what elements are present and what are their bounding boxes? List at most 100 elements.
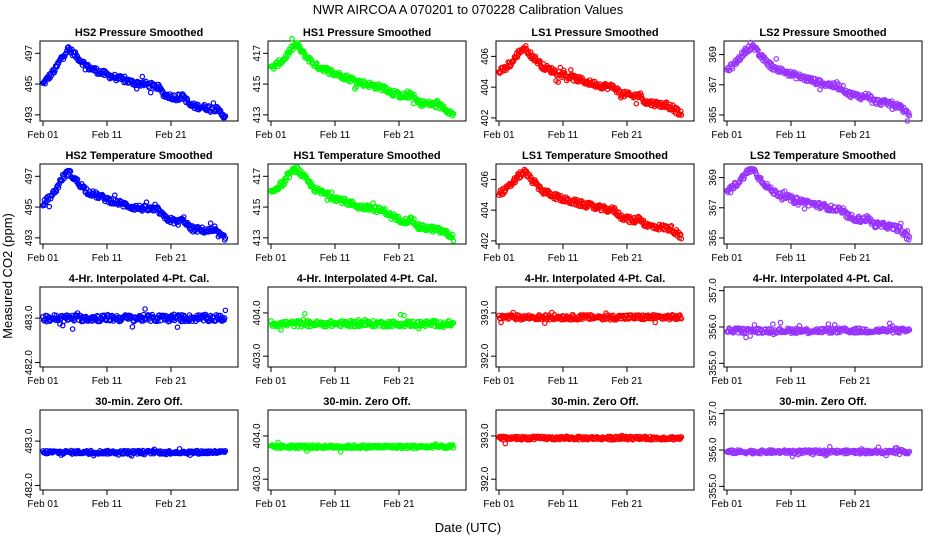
x-tick-label: Feb 21	[155, 376, 187, 387]
x-tick-label: Feb 21	[383, 130, 415, 141]
data-point	[139, 73, 146, 80]
data-point	[282, 178, 289, 184]
data-point	[512, 179, 519, 186]
x-tick-label: Feb 11	[776, 130, 807, 141]
x-tick-label: Feb 21	[611, 130, 643, 141]
data-point	[777, 319, 784, 326]
panel-6: HS1 Temperature Smoothed Feb 01 Feb 11 Feb …	[252, 150, 467, 264]
data-point	[560, 67, 567, 74]
data-point	[678, 235, 685, 242]
data-point	[449, 231, 456, 238]
figure-x-axis-label: Date (UTC)	[435, 520, 501, 535]
data-point	[52, 189, 58, 196]
panel-title: HS1 Pressure Smoothed	[303, 27, 431, 39]
plot-frame	[267, 409, 467, 491]
data-point	[583, 205, 590, 211]
panel-9: 4-Hr. Interpolated 4-Pt. Cal. Feb 01 Feb 1…	[24, 273, 239, 387]
data-point	[753, 171, 760, 178]
data-point	[905, 237, 912, 243]
data-point	[221, 315, 228, 321]
data-points	[724, 165, 913, 243]
data-point	[566, 75, 573, 82]
x-tick-label: Feb 11	[776, 499, 807, 510]
data-point	[888, 98, 895, 104]
y-tick-label: 482.0	[24, 350, 35, 375]
data-point	[727, 189, 734, 196]
x-tick-label: Feb 11	[320, 130, 351, 141]
x-tick-label: Feb 11	[548, 499, 579, 510]
panel-15: 30-min. Zero Off. Feb 01 Feb 11 Feb 21 392.0…	[480, 396, 695, 510]
panel-title: 4-Hr. Interpolated 4-Pt. Cal.	[297, 273, 438, 285]
panel-11: 4-Hr. Interpolated 4-Pt. Cal. Feb 01 Feb 1…	[480, 273, 695, 387]
data-points	[724, 319, 913, 341]
x-tick-label: Feb 21	[383, 376, 415, 387]
data-points	[724, 443, 913, 460]
data-points	[496, 432, 685, 447]
data-point	[527, 174, 534, 180]
x-tick-label: Feb 11	[92, 253, 123, 264]
y-tick-label: 367	[708, 76, 719, 93]
data-point	[801, 206, 808, 212]
plot-frame	[495, 286, 695, 368]
data-point	[129, 324, 136, 330]
panel-title: 4-Hr. Interpolated 4-Pt. Cal.	[525, 273, 666, 285]
panel-1: HS2 Pressure Smoothed Feb 01 Feb 11 Feb 21 4…	[24, 27, 239, 141]
data-point	[825, 321, 832, 327]
data-points	[496, 166, 685, 242]
data-point	[522, 42, 529, 49]
y-tick-label: 355.0	[708, 350, 719, 375]
data-point	[337, 449, 344, 455]
data-points	[268, 35, 457, 119]
x-tick-label: Feb 21	[155, 253, 187, 264]
data-point	[222, 307, 229, 314]
plot-frame	[495, 409, 695, 491]
data-point	[450, 110, 457, 117]
x-tick-label: Feb 21	[611, 253, 643, 264]
y-tick-label: 404	[480, 78, 491, 95]
data-point	[906, 112, 913, 119]
data-points	[496, 309, 685, 327]
data-point	[502, 440, 509, 447]
panel-title: 30-min. Zero Off.	[779, 396, 866, 408]
data-point	[638, 93, 645, 99]
y-tick-label: 357.0	[708, 278, 719, 303]
panel-2: HS1 Pressure Smoothed Feb 01 Feb 11 Feb 21 4…	[252, 27, 467, 141]
x-tick-label: Feb 01	[255, 499, 287, 510]
x-tick-label: Feb 01	[27, 376, 59, 387]
x-tick-label: Feb 11	[776, 376, 807, 387]
panel-10: 4-Hr. Interpolated 4-Pt. Cal. Feb 01 Feb 1…	[252, 273, 467, 387]
data-point	[353, 84, 360, 90]
panel-title: HS1 Temperature Smoothed	[293, 150, 440, 162]
data-point	[755, 47, 761, 54]
plot-frame	[495, 163, 695, 245]
y-tick-label: 404.0	[252, 423, 263, 448]
y-tick-label: 413	[252, 229, 263, 246]
panel-title: 30-min. Zero Off.	[551, 396, 638, 408]
data-point	[736, 53, 742, 60]
y-tick-label: 493	[24, 106, 35, 123]
x-tick-label: Feb 01	[711, 253, 743, 264]
y-tick-label: 406	[480, 48, 491, 65]
x-tick-label: Feb 11	[320, 376, 351, 387]
y-tick-label: 393.0	[480, 300, 491, 325]
data-point	[898, 220, 904, 227]
data-point	[633, 100, 640, 107]
x-tick-label: Feb 21	[611, 376, 643, 387]
plot-frame	[267, 163, 467, 245]
data-points	[40, 446, 229, 459]
data-point	[514, 54, 521, 61]
x-tick-label: Feb 11	[548, 130, 579, 141]
data-point	[555, 79, 562, 85]
data-points	[40, 167, 229, 243]
data-point	[795, 329, 801, 336]
data-point	[350, 318, 357, 325]
x-tick-label: Feb 11	[776, 253, 807, 264]
x-tick-label: Feb 01	[483, 253, 515, 264]
data-point	[159, 210, 166, 216]
data-point	[872, 96, 878, 103]
panel-title: LS1 Pressure Smoothed	[531, 27, 658, 39]
y-tick-label: 497	[24, 168, 35, 185]
plot-frame	[723, 40, 923, 122]
data-point	[147, 89, 154, 96]
data-point	[181, 214, 187, 220]
